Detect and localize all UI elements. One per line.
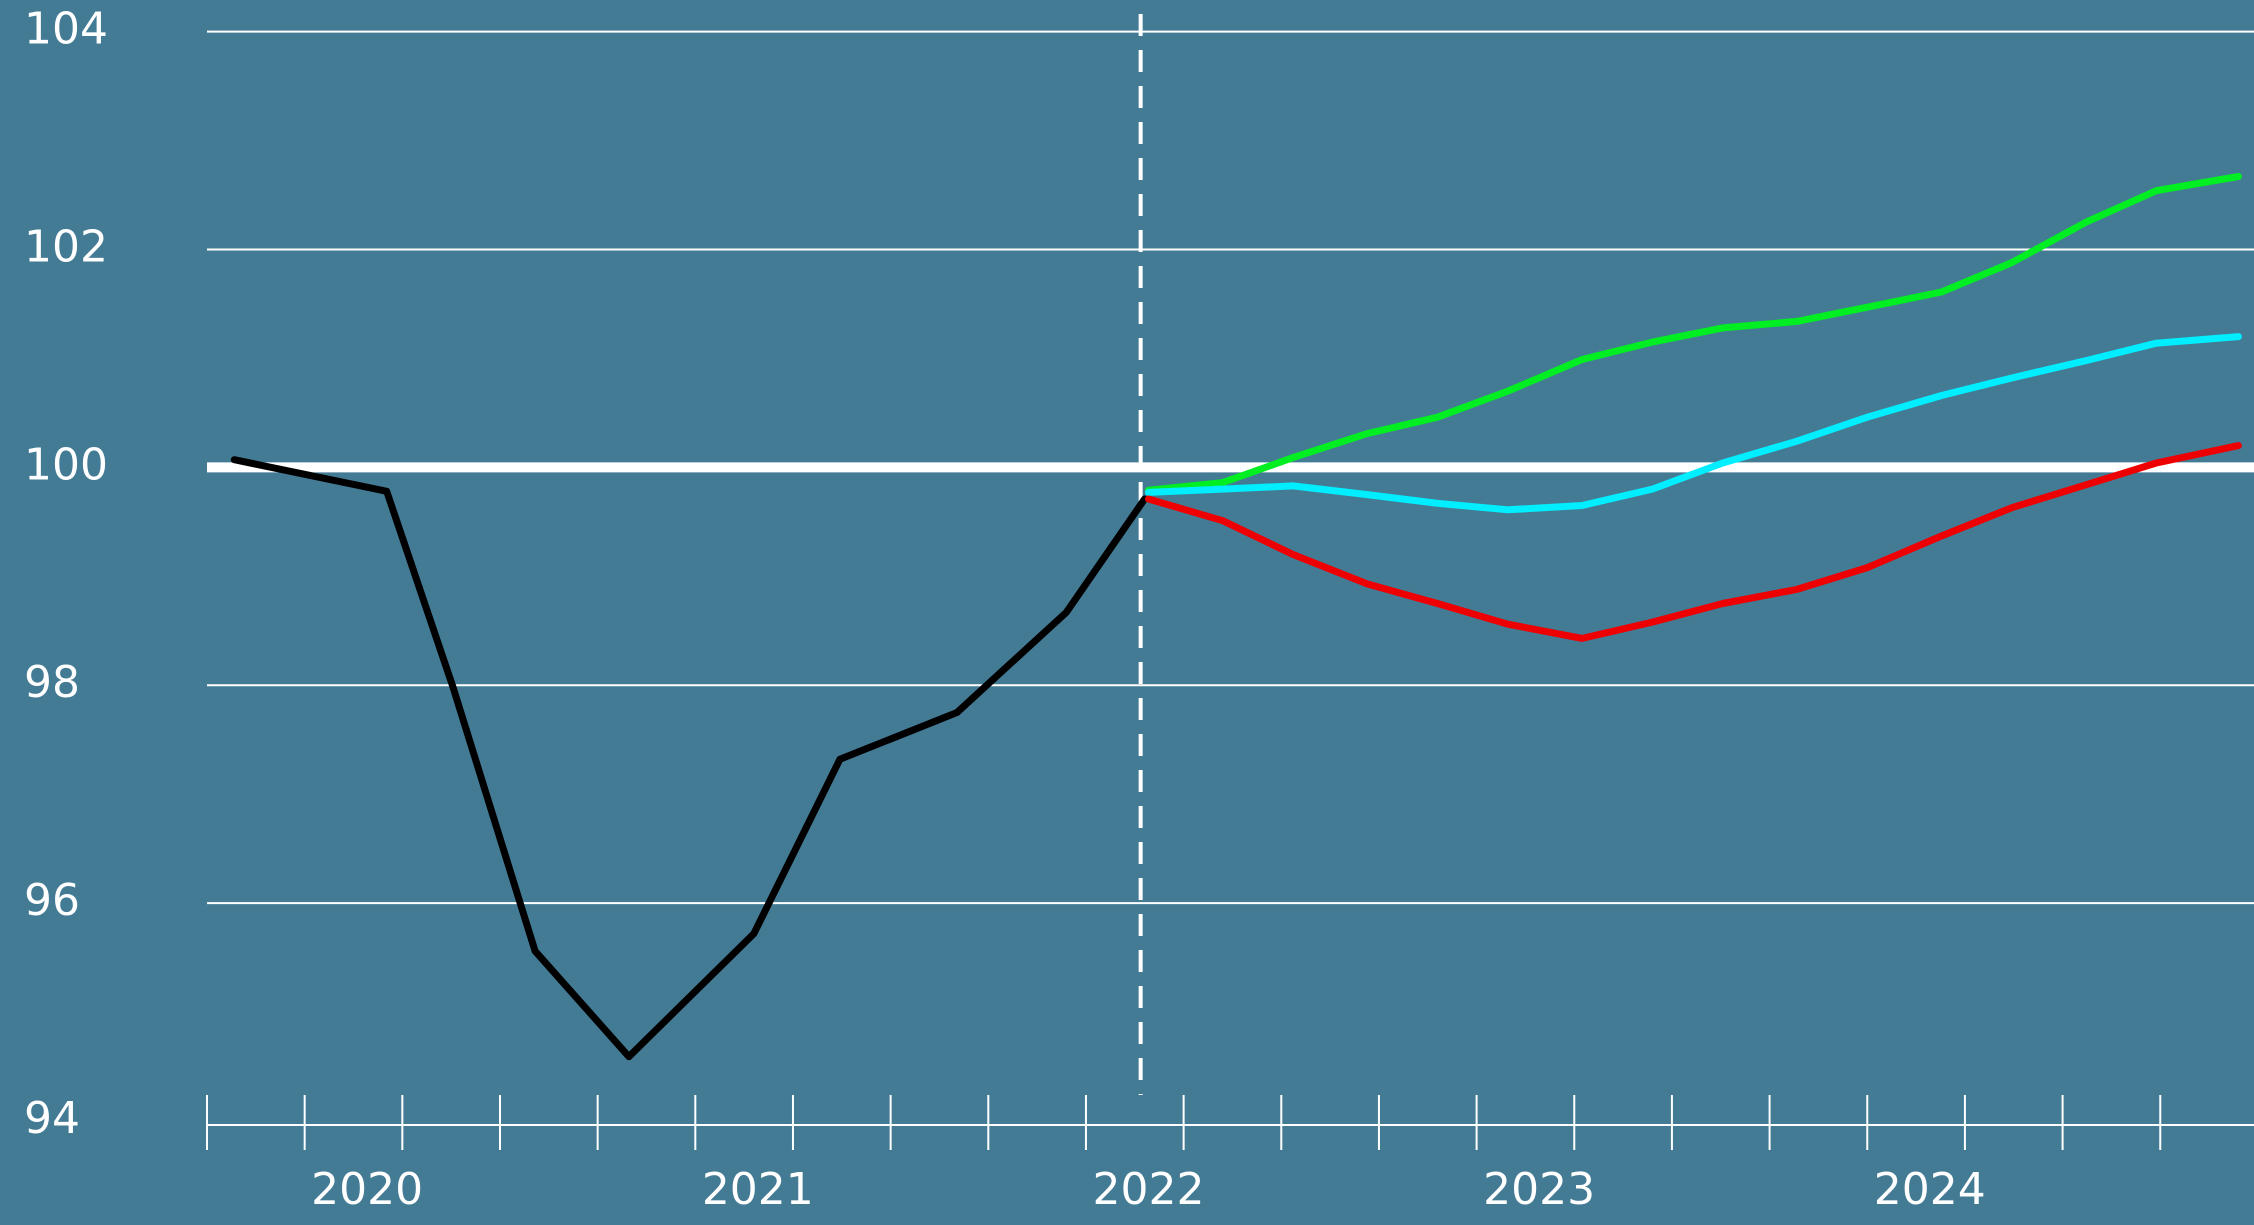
x-tick-label: 2020 bbox=[311, 1164, 423, 1215]
x-tick-label: 2022 bbox=[1092, 1164, 1204, 1215]
y-tick-label: 94 bbox=[24, 1093, 80, 1144]
y-tick-label: 100 bbox=[24, 439, 108, 490]
series-line bbox=[230, 456, 1149, 1061]
y-tick-label: 98 bbox=[24, 657, 80, 708]
x-tick-label: 2024 bbox=[1874, 1164, 1986, 1215]
y-tick-label: 96 bbox=[24, 875, 80, 926]
y-tick-label: 104 bbox=[24, 4, 108, 55]
series-line bbox=[1145, 173, 2242, 494]
series-line bbox=[1145, 333, 2242, 514]
y-tick-label: 102 bbox=[24, 221, 108, 272]
x-tick-label: 2021 bbox=[702, 1164, 814, 1215]
series-line bbox=[1145, 442, 2242, 642]
x-tick-label: 2023 bbox=[1483, 1164, 1595, 1215]
